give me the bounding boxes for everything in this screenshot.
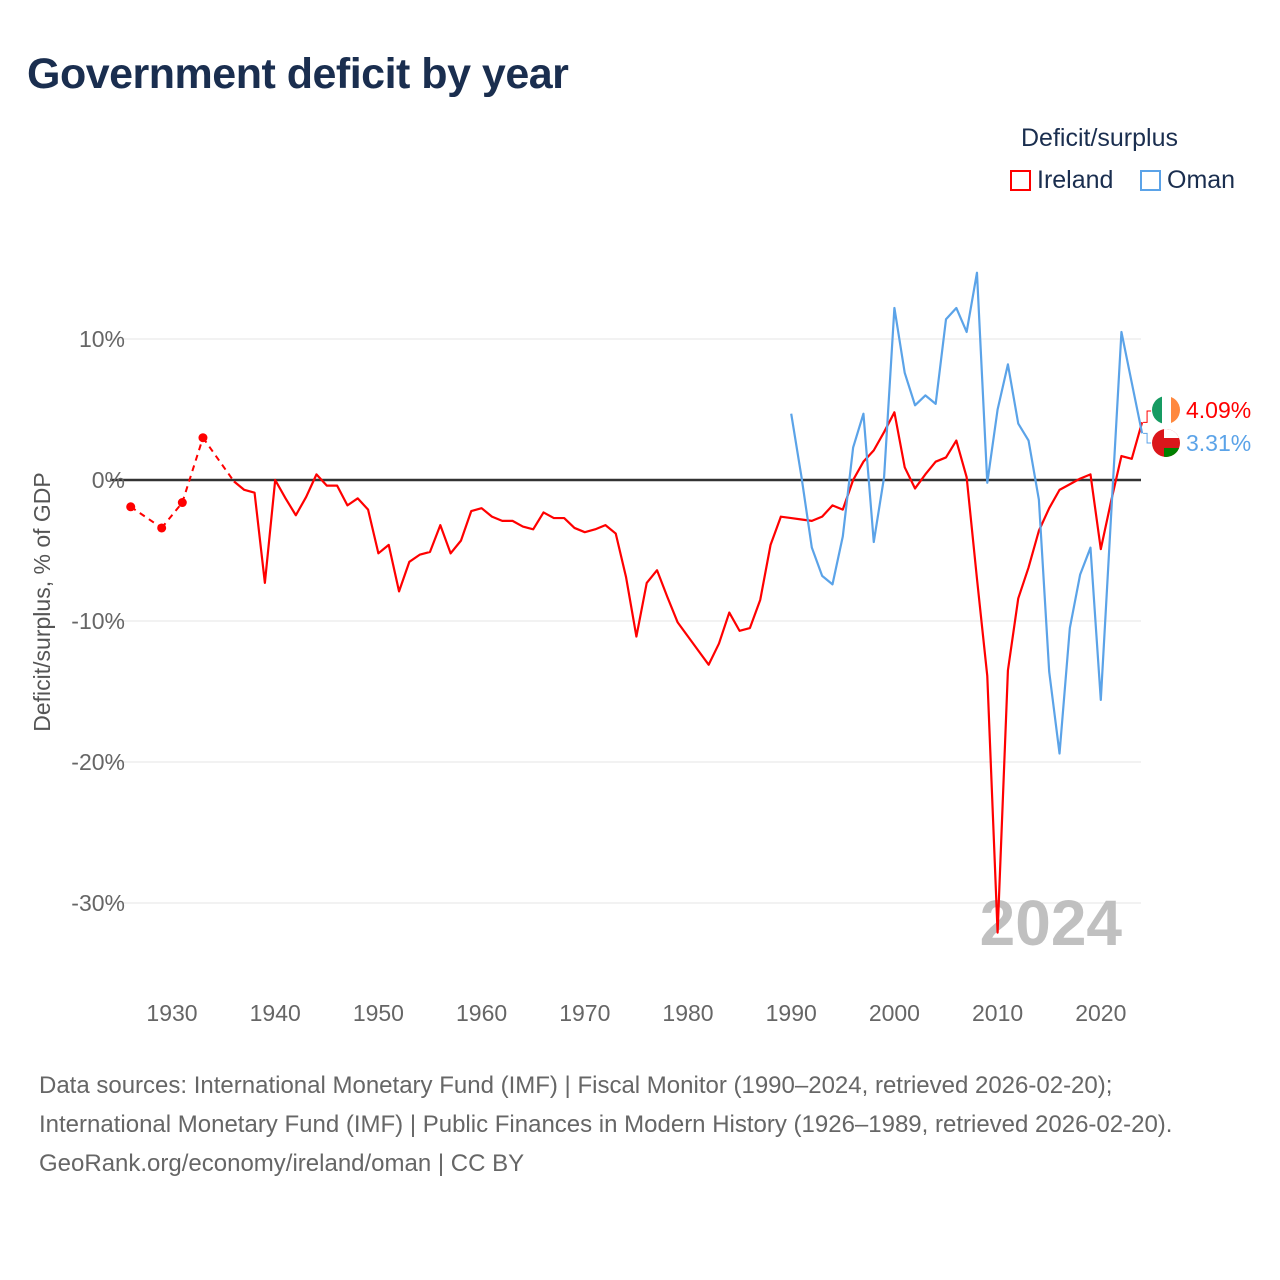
x-tick-label: 1970: [559, 1000, 610, 1026]
legend-label-oman: Oman: [1167, 166, 1236, 194]
x-tick-label: 1990: [766, 1000, 817, 1026]
series-gap-segment-ireland: [202, 437, 235, 482]
ireland-flag-icon: [1152, 396, 1180, 424]
x-tick-label: 2020: [1075, 1000, 1126, 1026]
data-point-ireland: [177, 498, 187, 508]
series-gap-segment-ireland: [160, 501, 184, 529]
y-tick-label: -30%: [71, 890, 125, 916]
legend-label-ireland: Ireland: [1037, 166, 1114, 194]
ireland-label-connector: [1143, 410, 1152, 423]
x-tick-label: 1930: [146, 1000, 197, 1026]
legend-title: Deficit/surplus: [1021, 124, 1178, 152]
y-tick-label: 0%: [92, 467, 125, 493]
series-gap-segment-ireland: [181, 437, 204, 503]
series-gap-segment-ireland: [130, 505, 163, 529]
series-line-oman: [790, 271, 1144, 755]
data-sources: Data sources: International Monetary Fun…: [39, 1072, 1173, 1138]
y-tick-label: -20%: [71, 749, 125, 775]
attribution-link[interactable]: GeoRank.org/economy/ireland/oman | CC BY: [39, 1150, 525, 1177]
data-point-ireland: [126, 502, 136, 512]
series-line-ireland: [233, 411, 1144, 934]
y-tick-label: -10%: [71, 608, 125, 634]
x-tick-label: 1940: [250, 1000, 301, 1026]
oman-label-connector: [1143, 432, 1152, 444]
x-tick-label: 1980: [662, 1000, 713, 1026]
legend-item-oman[interactable]: Oman: [1140, 166, 1235, 195]
x-tick-label: 2000: [869, 1000, 920, 1026]
footer: Data sources: International Monetary Fun…: [39, 1066, 1239, 1183]
ireland-end-label: 4.09%: [1186, 397, 1251, 423]
oman-flag-icon: [1152, 429, 1180, 457]
legend-item-ireland[interactable]: Ireland: [1010, 166, 1113, 195]
chart-title: Government deficit by year: [27, 50, 569, 98]
y-axis-label: Deficit/surplus, % of GDP: [29, 472, 55, 731]
x-tick-label: 1950: [353, 1000, 404, 1026]
x-tick-label: 2010: [972, 1000, 1023, 1026]
y-tick-label: 10%: [79, 326, 125, 352]
year-annotation: 2024: [980, 887, 1123, 959]
oman-end-label: 3.31%: [1186, 430, 1251, 456]
legend-swatch-ireland: [1010, 170, 1031, 191]
data-point-ireland: [157, 523, 167, 533]
data-point-ireland: [198, 433, 208, 443]
x-tick-label: 1960: [456, 1000, 507, 1026]
legend-swatch-oman: [1140, 170, 1161, 191]
